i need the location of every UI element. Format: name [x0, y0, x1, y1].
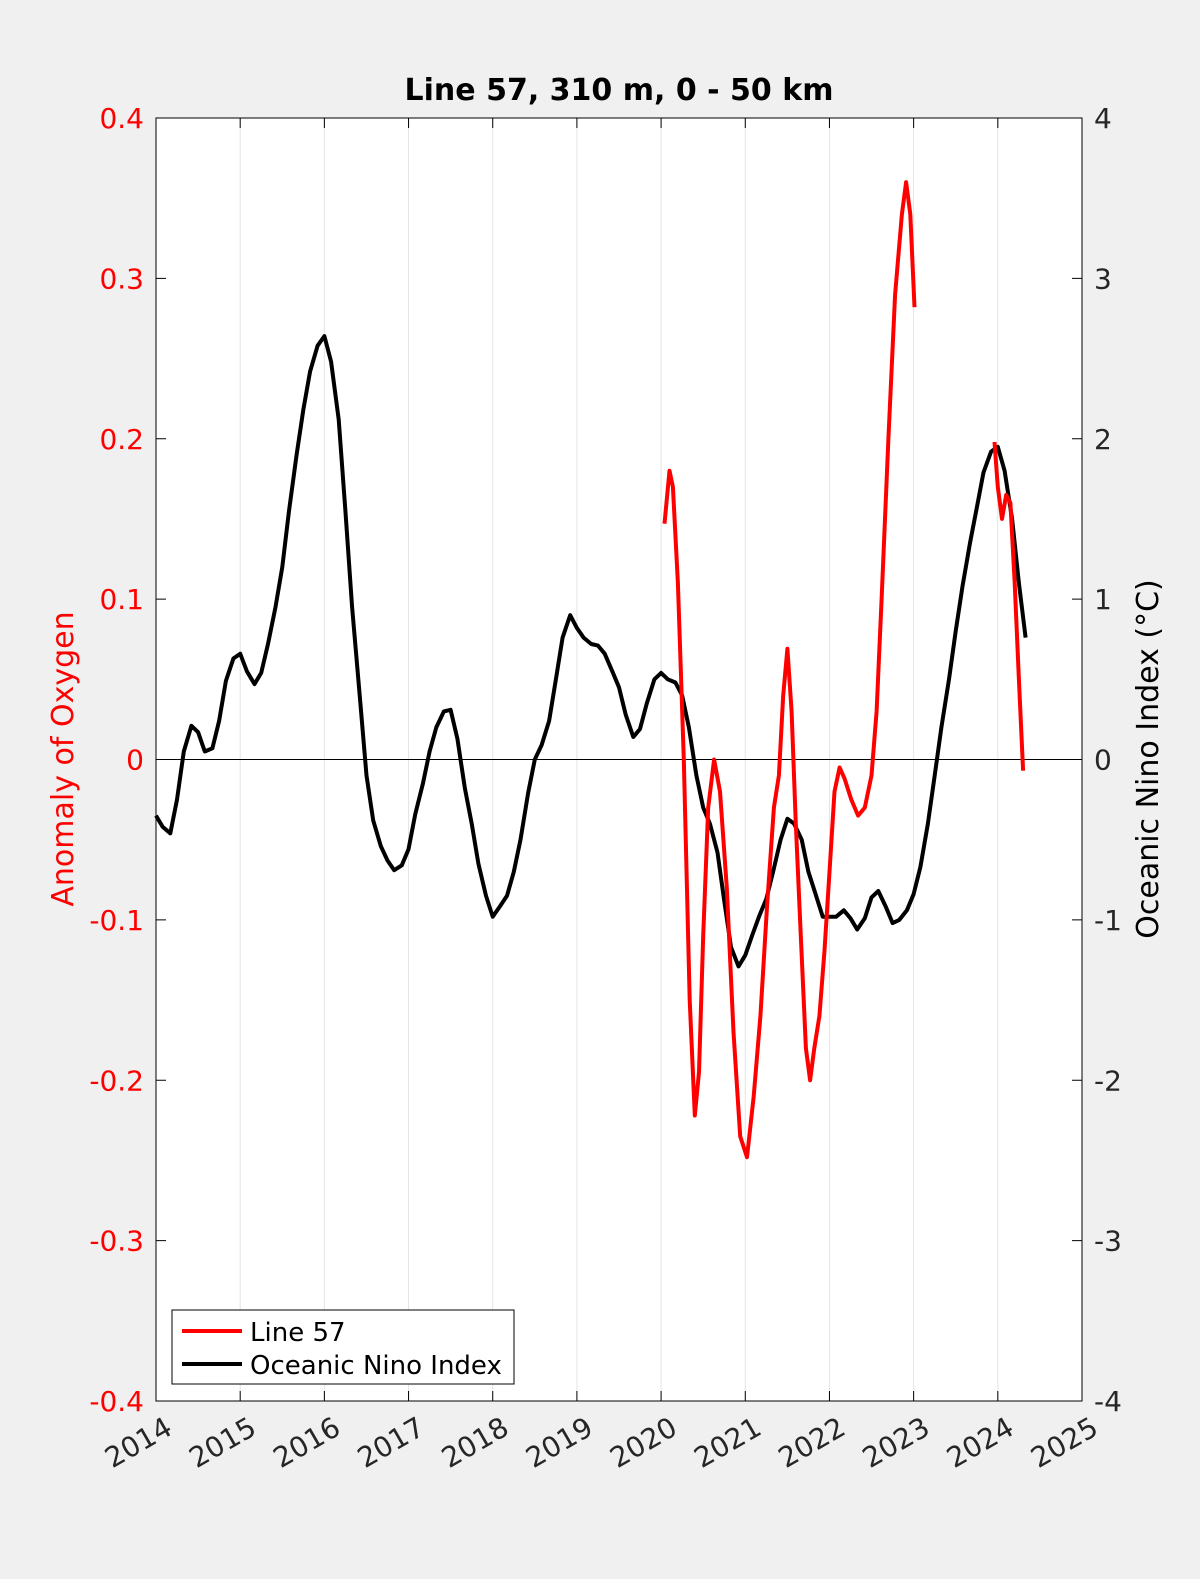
- series-line-line57: [662, 180, 917, 1160]
- y-left-tick-label: 0.4: [99, 102, 144, 135]
- y-left-tick-label: -0.4: [89, 1385, 144, 1418]
- y-axis-left-label: Anomaly of Oxygen: [46, 611, 81, 906]
- legend: Line 57 Oceanic Nino Index: [171, 1309, 515, 1385]
- y-right-tick-label: -4: [1094, 1385, 1122, 1418]
- y-left-tick-label: -0.3: [89, 1225, 144, 1258]
- x-tick-label: 2022: [773, 1410, 851, 1474]
- x-tick-label: 2024: [941, 1410, 1019, 1474]
- series-layer: [154, 180, 1028, 1160]
- y-left-tick-label: -0.2: [89, 1064, 144, 1097]
- x-tick-label: 2016: [268, 1410, 346, 1474]
- x-tick-label: 2019: [520, 1410, 598, 1474]
- y-left-tick-label: 0.1: [99, 583, 144, 616]
- series-line-oceanic-nino-index: [154, 334, 1028, 969]
- y-left-tick-label: 0: [126, 744, 144, 777]
- x-tick-label: 2015: [183, 1410, 261, 1474]
- y-right-tick-label: 4: [1094, 102, 1112, 135]
- x-tick-label: 2021: [689, 1410, 767, 1474]
- y-right-tick-label: 1: [1094, 583, 1112, 616]
- y-left-tick-label: 0.3: [99, 262, 144, 295]
- legend-label-line57: Line 57: [250, 1318, 346, 1348]
- x-tick-label: 2025: [1025, 1410, 1103, 1474]
- series-line-line57: [992, 441, 1026, 771]
- y-right-tick-label: 3: [1094, 262, 1112, 295]
- x-tick-label: 2018: [436, 1410, 514, 1474]
- x-tick-label: 2020: [604, 1410, 682, 1474]
- y-axis-right-label: Oceanic Nino Index (°C): [1131, 579, 1166, 939]
- y-right-tick-label: -2: [1094, 1064, 1122, 1097]
- chart-title: Line 57, 310 m, 0 - 50 km: [405, 73, 834, 108]
- x-tick-label: 2017: [352, 1410, 430, 1474]
- y-right-tick-label: 0: [1094, 744, 1112, 777]
- x-tick-label: 2014: [99, 1410, 177, 1474]
- y-right-tick-label: 2: [1094, 423, 1112, 456]
- x-tick-label: 2023: [857, 1410, 935, 1474]
- y-right-tick-label: -3: [1094, 1225, 1122, 1258]
- y-left-tick-label: -0.1: [89, 904, 144, 937]
- y-left-tick-label: 0.2: [99, 423, 144, 456]
- legend-box: [171, 1309, 515, 1385]
- y-right-tick-label: -1: [1094, 904, 1122, 937]
- legend-label-oni: Oceanic Nino Index: [250, 1351, 502, 1381]
